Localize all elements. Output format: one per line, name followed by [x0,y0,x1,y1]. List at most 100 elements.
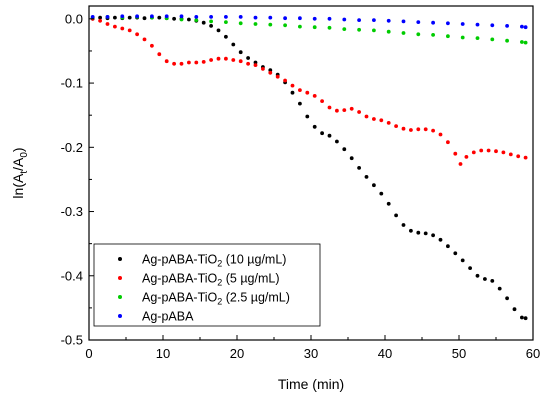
point-series-1-37 [364,114,369,119]
point-series-0-48 [446,244,450,249]
point-series-2-18 [357,27,361,32]
y-tick-label: -0.5 [61,333,83,348]
point-series-0-39 [379,191,384,196]
point-series-1-8 [150,43,154,48]
legend-marker-3 [118,314,122,318]
point-series-1-20 [238,59,243,64]
point-series-1-21 [246,61,251,66]
x-tick-label: 20 [230,346,244,361]
point-series-0-46 [431,233,435,238]
x-axis-title: Time (min) [278,376,344,392]
point-series-2-12 [268,22,273,27]
point-series-2-26 [475,36,480,40]
point-series-0-43 [409,228,413,233]
y-axis-title: ln(At/A0) [10,147,30,198]
point-series-0-44 [416,230,421,235]
point-series-1-40 [386,121,391,125]
point-series-3-12 [268,15,273,20]
legend-label-3: Ag-pABA [142,310,194,324]
point-series-0-34 [342,147,347,152]
point-series-2-25 [460,35,465,40]
point-series-0-15 [201,20,206,25]
point-series-1-59 [523,155,528,160]
y-tick-label: 0.0 [65,11,83,26]
point-series-0-49 [453,251,458,256]
point-series-3-16 [327,16,332,21]
point-series-1-49 [453,151,458,156]
point-series-1-54 [486,148,491,153]
point-series-0-38 [372,183,376,188]
point-series-1-53 [479,148,484,153]
y-axis: 0.0 -0.1 -0.2 -0.3 -0.4 -0.5 [61,11,94,348]
point-series-2-11 [253,22,258,26]
point-series-1-47 [438,132,443,137]
point-series-3-5 [164,14,169,19]
point-series-2-16 [327,25,332,30]
point-series-0-24 [268,68,273,73]
point-series-0-56 [505,296,509,301]
y-tick-label: -0.3 [61,204,83,219]
point-series-1-22 [253,63,258,67]
point-series-0-30 [312,124,317,129]
point-series-0-16 [209,24,214,28]
point-series-0-20 [238,50,243,55]
point-series-1-52 [471,150,476,155]
point-series-3-11 [253,15,258,20]
point-series-3-24 [446,21,450,26]
point-series-1-33 [335,108,339,113]
point-series-0-37 [364,175,369,179]
point-series-1-14 [194,60,199,65]
point-series-2-20 [386,29,391,34]
point-series-1-34 [342,108,347,112]
y-axis-title-sub2: 0 [19,152,30,158]
point-series-0-57 [512,307,517,312]
point-series-3-18 [357,18,361,22]
point-series-0-7 [142,16,147,21]
point-series-0-36 [357,166,361,170]
point-series-1-25 [275,74,280,79]
point-series-2-9 [224,20,228,24]
point-series-1-35 [349,106,354,111]
point-series-2-13 [283,23,287,28]
point-series-2-30 [523,40,528,45]
point-series-1-56 [501,150,506,155]
point-series-1-1 [98,18,102,23]
legend-marker-2 [118,295,122,299]
point-series-3-20 [386,18,391,23]
x-tick-label: 30 [304,346,318,361]
point-series-1-16 [209,58,214,62]
point-series-1-55 [494,149,498,154]
point-series-0-13 [187,17,191,22]
point-series-0-22 [253,60,258,65]
point-series-0-42 [401,223,406,227]
point-series-1-39 [379,118,384,123]
point-series-3-10 [238,15,243,19]
point-series-1-51 [464,155,469,159]
legend-label-2: Ag-pABA-TiO2 (2.5 µg/mL) [142,291,290,307]
point-series-1-5 [127,28,132,33]
point-series-3-14 [298,16,302,21]
point-series-2-22 [416,32,421,37]
y-tick-label: -0.2 [61,140,83,155]
point-series-0-32 [327,133,332,138]
point-series-0-58 [520,315,524,320]
point-series-0-54 [490,279,495,283]
point-series-1-7 [142,37,147,42]
point-series-1-17 [216,56,221,61]
point-series-2-6 [179,17,184,22]
point-series-1-42 [401,126,406,131]
legend-label-1: Ag-pABA-TiO2 (5 µg/mL) [142,272,280,288]
point-series-2-21 [401,31,406,35]
point-series-0-52 [475,273,480,278]
point-series-2-7 [194,18,199,22]
y-tick-label: -0.4 [61,268,83,283]
point-series-1-24 [268,70,273,75]
point-series-1-29 [305,90,310,95]
point-series-1-4 [120,26,125,31]
point-series-3-9 [224,15,228,19]
point-series-3-1 [105,15,110,19]
legend-label-0: Ag-pABA-TiO2 (10 µg/mL) [142,253,286,269]
legend-marker-0 [118,257,122,261]
point-series-2-28 [505,38,509,43]
